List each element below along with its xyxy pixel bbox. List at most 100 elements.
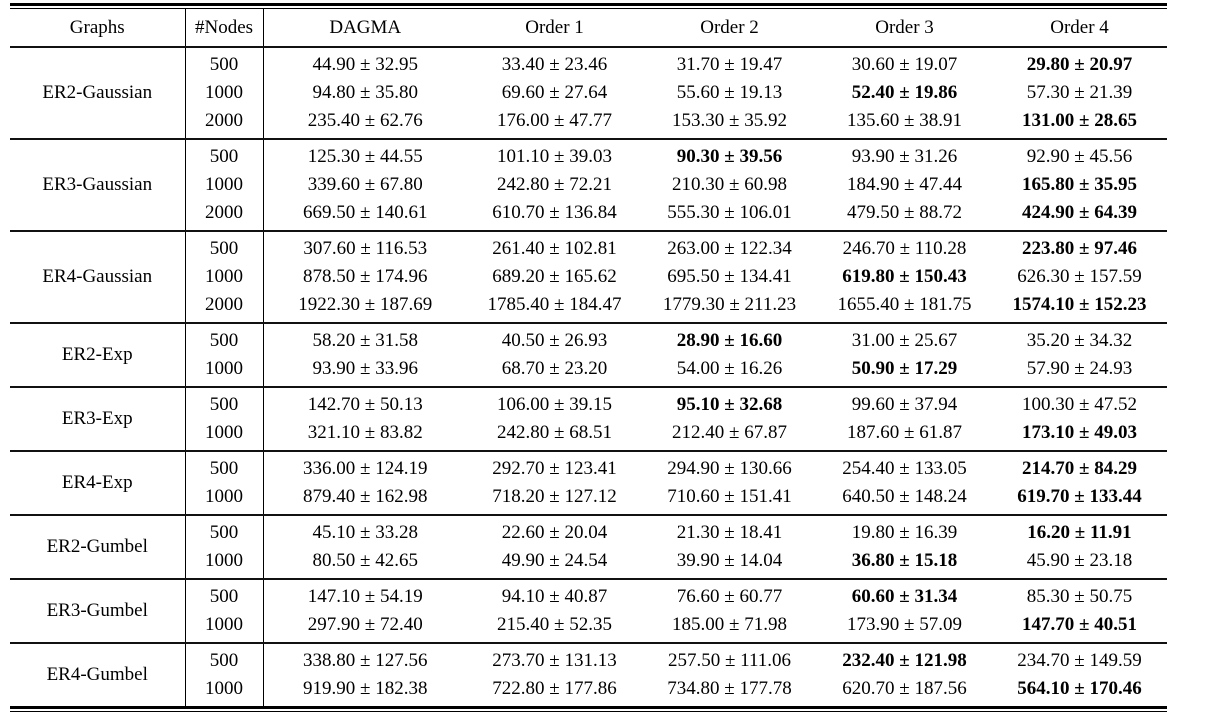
best-value-cell: 52.40 ± 19.86 bbox=[851, 82, 958, 104]
best-value-cell: 223.80 ± 97.46 bbox=[992, 230, 1167, 264]
table-row: 2000 1922.30 ± 187.69 1785.40 ± 184.47 1779… bbox=[10, 291, 1167, 324]
column-header-dagma: DAGMA bbox=[263, 9, 467, 49]
value-cell: 1655.40 ± 181.75 bbox=[837, 294, 972, 316]
value-cell: 92.90 ± 45.56 bbox=[992, 138, 1167, 172]
graph-name: ER2-Gaussian bbox=[42, 82, 153, 104]
nodes-value: 2000 bbox=[184, 291, 264, 324]
best-value-cell: 95.10 ± 32.68 bbox=[642, 386, 817, 420]
table-row: 1000 93.90 ± 33.96 68.70 ± 23.20 54.00 ± 16… bbox=[10, 355, 1167, 388]
best-value-cell: 564.10 ± 170.46 bbox=[1017, 678, 1142, 700]
value-cell: 31.70 ± 19.47 bbox=[676, 54, 783, 76]
value-cell: 669.50 ± 140.61 bbox=[303, 202, 428, 224]
value-cell: 695.50 ± 134.41 bbox=[667, 266, 792, 288]
value-cell: 338.80 ± 127.56 bbox=[263, 642, 467, 676]
table-row: 1000 339.60 ± 67.80 242.80 ± 72.21 210.30 ±… bbox=[10, 171, 1167, 200]
value-cell: 58.20 ± 31.58 bbox=[263, 322, 467, 356]
value-cell: 734.80 ± 177.78 bbox=[667, 678, 792, 700]
best-value-cell: 50.90 ± 17.29 bbox=[851, 358, 958, 380]
best-value-cell: 29.80 ± 20.97 bbox=[1026, 54, 1133, 76]
nodes-value: 2000 bbox=[184, 107, 264, 140]
value-cell: 722.80 ± 177.86 bbox=[492, 678, 617, 700]
best-value-cell: 619.80 ± 150.43 bbox=[842, 266, 967, 288]
value-cell: 69.60 ± 27.64 bbox=[501, 82, 608, 104]
value-cell: 626.30 ± 157.59 bbox=[1017, 266, 1142, 288]
value-cell: 76.60 ± 60.77 bbox=[642, 578, 817, 612]
value-cell: 307.60 ± 116.53 bbox=[263, 230, 467, 264]
best-value-cell: 131.00 ± 28.65 bbox=[1022, 110, 1137, 132]
value-cell: 106.00 ± 39.15 bbox=[467, 386, 642, 420]
value-cell: 93.90 ± 33.96 bbox=[312, 358, 418, 380]
value-cell: 273.70 ± 131.13 bbox=[467, 642, 642, 676]
value-cell: 261.40 ± 102.81 bbox=[467, 230, 642, 264]
value-cell: 689.20 ± 165.62 bbox=[492, 266, 617, 288]
value-cell: 94.80 ± 35.80 bbox=[312, 82, 418, 104]
value-cell: 185.00 ± 71.98 bbox=[672, 614, 787, 636]
value-cell: 153.30 ± 35.92 bbox=[672, 110, 787, 132]
value-cell: 80.50 ± 42.65 bbox=[312, 550, 418, 572]
value-cell: 184.90 ± 47.44 bbox=[847, 174, 962, 196]
value-cell: 31.00 ± 25.67 bbox=[817, 322, 992, 356]
value-cell: 257.50 ± 111.06 bbox=[642, 642, 817, 676]
graph-name: ER3-Exp bbox=[10, 386, 185, 452]
best-value-cell: 173.10 ± 49.03 bbox=[1022, 422, 1137, 444]
nodes-value: 500 bbox=[184, 47, 264, 80]
table-row: 1000 80.50 ± 42.65 49.90 ± 24.54 39.90 ± 14… bbox=[10, 547, 1167, 580]
value-cell: 263.00 ± 122.34 bbox=[642, 230, 817, 264]
nodes-value: 1000 bbox=[184, 675, 264, 707]
value-cell: 125.30 ± 44.55 bbox=[263, 138, 467, 172]
best-value-cell: 165.80 ± 35.95 bbox=[1022, 174, 1137, 196]
value-cell: 297.90 ± 72.40 bbox=[307, 614, 423, 636]
value-cell: 55.60 ± 19.13 bbox=[676, 82, 783, 104]
value-cell: 254.40 ± 133.05 bbox=[817, 450, 992, 484]
table-row: ER2-Gumbel 500 45.10 ± 33.28 22.60 ± 20.04 2… bbox=[10, 514, 1167, 580]
best-value-cell: 36.80 ± 15.18 bbox=[851, 550, 958, 572]
value-cell: 99.60 ± 37.94 bbox=[817, 386, 992, 420]
best-value-cell: 90.30 ± 39.56 bbox=[642, 138, 817, 172]
value-cell: 242.80 ± 68.51 bbox=[497, 422, 612, 444]
best-value-cell: 147.70 ± 40.51 bbox=[1022, 614, 1137, 636]
value-cell: 294.90 ± 130.66 bbox=[642, 450, 817, 484]
nodes-value: 1000 bbox=[184, 547, 264, 580]
graph-name: ER4-Exp bbox=[10, 450, 185, 516]
table-row: 2000 235.40 ± 62.76 176.00 ± 47.77 153.30 ±… bbox=[10, 107, 1167, 140]
best-value-cell: 60.60 ± 31.34 bbox=[817, 578, 992, 612]
value-cell: 246.70 ± 110.28 bbox=[817, 230, 992, 264]
nodes-value: 500 bbox=[184, 230, 264, 264]
best-value-cell: 232.40 ± 121.98 bbox=[817, 642, 992, 676]
table-row: ER3-Gumbel 500 147.10 ± 54.19 94.10 ± 40.87… bbox=[10, 578, 1167, 644]
nodes-value: 500 bbox=[184, 386, 264, 420]
graph-name: ER3-Gaussian bbox=[10, 138, 185, 232]
table-row: ER4-Gaussian 500 307.60 ± 116.53 261.40 ± 1… bbox=[10, 230, 1167, 324]
nodes-value: 500 bbox=[184, 514, 264, 548]
value-cell: 57.90 ± 24.93 bbox=[1026, 358, 1133, 380]
value-cell: 1785.40 ± 184.47 bbox=[487, 294, 622, 316]
column-header-order3: Order 3 bbox=[817, 9, 992, 49]
table-row: 1000 297.90 ± 72.40 215.40 ± 52.35 185.00 ±… bbox=[10, 611, 1167, 644]
value-cell: 100.30 ± 47.52 bbox=[992, 386, 1167, 420]
best-value-cell: 619.70 ± 133.44 bbox=[1017, 486, 1142, 508]
value-cell: 135.60 ± 38.91 bbox=[847, 110, 962, 132]
best-value-cell: 1574.10 ± 152.23 bbox=[1012, 294, 1147, 316]
table-row: ER3-Exp 500 142.70 ± 50.13 106.00 ± 39.15 95… bbox=[10, 386, 1167, 452]
value-cell: 718.20 ± 127.12 bbox=[492, 486, 617, 508]
value-cell: 1779.30 ± 211.23 bbox=[662, 294, 797, 316]
table-row: 2000 669.50 ± 140.61 610.70 ± 136.84 555.30… bbox=[10, 199, 1167, 232]
nodes-value: 2000 bbox=[184, 199, 264, 232]
table-row: 1000 878.50 ± 174.96 689.20 ± 165.62 695.50… bbox=[10, 263, 1167, 292]
value-cell: 142.70 ± 50.13 bbox=[263, 386, 467, 420]
value-cell: 33.40 ± 23.46 bbox=[501, 54, 608, 76]
value-cell: 147.10 ± 54.19 bbox=[263, 578, 467, 612]
column-header-graphs: Graphs bbox=[10, 9, 185, 49]
value-cell: 234.70 ± 149.59 bbox=[992, 642, 1167, 676]
value-cell: 176.00 ± 47.77 bbox=[497, 110, 612, 132]
nodes-value: 500 bbox=[184, 578, 264, 612]
value-cell: 19.80 ± 16.39 bbox=[817, 514, 992, 548]
value-cell: 21.30 ± 18.41 bbox=[642, 514, 817, 548]
column-header-order2: Order 2 bbox=[642, 9, 817, 49]
nodes-value: 1000 bbox=[184, 611, 264, 644]
header-row: Graphs #Nodes DAGMA Order 1 Order 2 Orde… bbox=[10, 9, 1167, 49]
bottom-rule bbox=[10, 706, 1167, 713]
value-cell: 610.70 ± 136.84 bbox=[492, 202, 617, 224]
value-cell: 210.30 ± 60.98 bbox=[672, 174, 787, 196]
value-cell: 54.00 ± 16.26 bbox=[676, 358, 783, 380]
